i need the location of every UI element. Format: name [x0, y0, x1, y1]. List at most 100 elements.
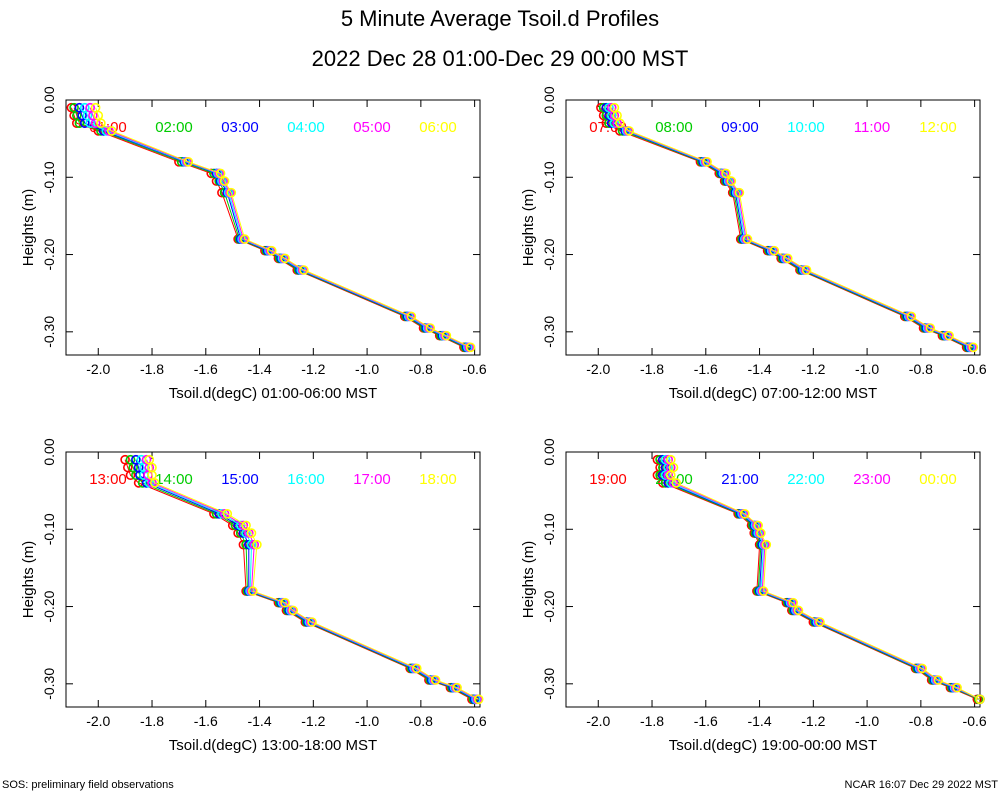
- series-line: [78, 107, 467, 348]
- data-point: [952, 682, 962, 693]
- data-point: [944, 330, 954, 341]
- x-tick-label: -2.0: [86, 713, 110, 729]
- series-line: [135, 459, 475, 700]
- data-point: [248, 586, 258, 596]
- data-point: [917, 663, 928, 674]
- data-point: [756, 528, 766, 538]
- y-axis-label: Heights (m): [520, 189, 537, 267]
- data-point: [252, 539, 262, 550]
- data-point: [761, 539, 772, 550]
- x-tick-label: -0.6: [963, 361, 987, 377]
- x-tick-label: -1.0: [355, 713, 379, 729]
- y-tick-label: -0.10: [41, 161, 57, 193]
- data-point: [925, 323, 936, 333]
- data-point: [769, 245, 780, 256]
- x-tick-label: -1.6: [694, 361, 718, 377]
- legend-label: 02:00: [155, 119, 193, 136]
- data-point: [452, 682, 462, 693]
- x-tick-label: -1.0: [855, 361, 879, 377]
- series-2100: [657, 454, 985, 705]
- x-axis-label: Tsoil.d(degC) 13:00-18:00 MST: [169, 737, 377, 754]
- legend-label: 17:00: [353, 471, 391, 488]
- x-tick-label: -1.6: [194, 713, 218, 729]
- x-tick-label: -1.0: [355, 361, 379, 377]
- data-point: [624, 126, 635, 136]
- y-tick-label: -0.30: [541, 316, 557, 348]
- series-line: [146, 459, 478, 700]
- legend-label: 22:00: [787, 471, 825, 488]
- data-point: [222, 508, 233, 519]
- data-point: [406, 311, 417, 322]
- series-1600: [136, 454, 481, 705]
- y-tick-label: -0.30: [41, 316, 57, 348]
- chart-title: 5 Minute Average Tsoil.d Profiles: [341, 6, 659, 31]
- x-tick-label: -0.6: [463, 713, 487, 729]
- data-point: [968, 342, 979, 353]
- data-point: [246, 528, 257, 538]
- series-line: [664, 459, 981, 700]
- plot-frame: [565, 99, 981, 356]
- y-tick-label: -0.10: [541, 513, 557, 545]
- y-tick-label: -0.20: [41, 590, 57, 622]
- data-point: [217, 508, 227, 519]
- data-point: [149, 478, 160, 488]
- data-point: [106, 126, 117, 136]
- data-point: [219, 176, 230, 186]
- legend-label: 06:00: [419, 119, 457, 136]
- data-point: [788, 597, 799, 608]
- series-0900: [601, 102, 975, 353]
- y-tick-label: -0.10: [541, 161, 557, 193]
- legend-label: 18:00: [419, 471, 457, 488]
- data-point: [473, 694, 484, 705]
- data-point: [235, 520, 246, 531]
- data-point: [906, 311, 917, 322]
- y-tick-label: 0.00: [541, 86, 557, 113]
- data-point: [702, 157, 712, 167]
- data-point: [739, 508, 750, 519]
- data-point: [238, 520, 249, 531]
- legend-label: 21:00: [721, 471, 759, 488]
- legend-label: 04:00: [287, 119, 325, 136]
- legend-label: 19:00: [589, 471, 627, 488]
- data-point: [425, 323, 436, 333]
- legend-label: 14:00: [155, 471, 193, 488]
- series-1100: [606, 102, 977, 353]
- series-line: [89, 107, 470, 348]
- data-point: [411, 663, 422, 674]
- data-point: [782, 253, 793, 264]
- data-point: [215, 168, 226, 179]
- series-line: [667, 459, 981, 700]
- y-tick-label: 0.00: [41, 86, 57, 113]
- legend-label: 23:00: [853, 471, 891, 488]
- series-1900: [652, 454, 983, 705]
- y-tick-label: -0.10: [41, 513, 57, 545]
- data-point: [734, 187, 745, 198]
- x-tick-label: -1.2: [301, 713, 325, 729]
- x-tick-label: -1.2: [301, 361, 325, 377]
- plot-frame: [65, 99, 481, 356]
- panel-1: -2.0 -1.8 -1.6 -1.4 -1.2 -1.0 -0.8 -0.6 0.00 -0.1…: [20, 86, 487, 402]
- x-tick-label: -1.6: [194, 361, 218, 377]
- x-tick-label: -1.2: [801, 361, 825, 377]
- x-tick-label: -2.0: [86, 361, 110, 377]
- series-line: [662, 459, 981, 700]
- y-tick-label: -0.30: [541, 668, 557, 700]
- data-point: [266, 245, 277, 256]
- data-point: [307, 617, 317, 627]
- x-tick-label: -1.8: [140, 713, 164, 729]
- footer-note: SOS: preliminary field observations: [2, 779, 174, 791]
- series-line: [95, 107, 471, 348]
- legend-label: 13:00: [89, 471, 127, 488]
- data-point: [280, 597, 290, 608]
- x-tick-label: -0.6: [463, 361, 487, 377]
- x-tick-label: -2.0: [586, 713, 610, 729]
- x-tick-label: -1.4: [747, 361, 771, 377]
- series-line: [70, 107, 465, 348]
- y-tick-label: 0.00: [41, 438, 57, 465]
- legend-label: 03:00: [221, 119, 259, 136]
- data-point: [249, 539, 259, 550]
- series-2000: [655, 454, 984, 705]
- series-line: [608, 107, 971, 348]
- series-line: [611, 107, 973, 348]
